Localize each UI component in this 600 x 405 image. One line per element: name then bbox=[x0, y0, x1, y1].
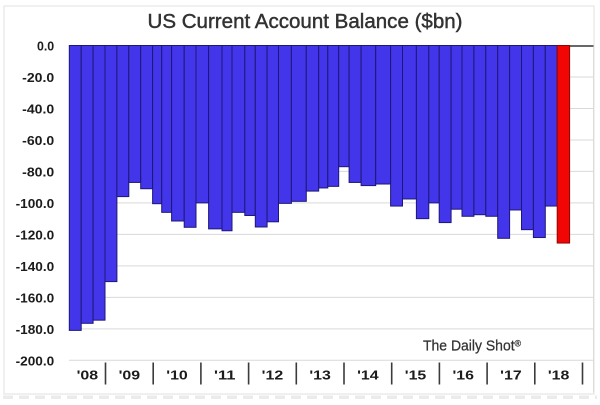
svg-text:-60.0: -60.0 bbox=[22, 134, 54, 148]
svg-text:0.0: 0.0 bbox=[37, 40, 54, 54]
svg-text:'08: '08 bbox=[77, 368, 99, 383]
svg-text:-80.0: -80.0 bbox=[22, 165, 54, 179]
svg-text:'11: '11 bbox=[214, 368, 236, 383]
svg-text:'10: '10 bbox=[166, 368, 188, 383]
svg-text:'17: '17 bbox=[500, 368, 522, 383]
svg-text:-160.0: -160.0 bbox=[16, 291, 55, 305]
svg-text:'18: '18 bbox=[548, 368, 570, 383]
svg-text:'13: '13 bbox=[309, 368, 331, 383]
svg-text:'15: '15 bbox=[405, 368, 427, 383]
svg-text:'09: '09 bbox=[119, 368, 141, 383]
svg-text:-140.0: -140.0 bbox=[16, 260, 55, 274]
svg-text:-100.0: -100.0 bbox=[16, 197, 55, 211]
svg-text:'16: '16 bbox=[453, 368, 475, 383]
svg-text:-180.0: -180.0 bbox=[16, 323, 55, 337]
svg-text:-120.0: -120.0 bbox=[16, 228, 55, 242]
svg-text:-200.0: -200.0 bbox=[16, 354, 55, 368]
svg-text:'14: '14 bbox=[357, 368, 379, 383]
svg-text:US Current Account Balance ($b: US Current Account Balance ($bn) bbox=[148, 10, 463, 33]
svg-text:-40.0: -40.0 bbox=[22, 102, 54, 116]
svg-text:-20.0: -20.0 bbox=[22, 71, 54, 85]
svg-text:The Daily Shot®: The Daily Shot® bbox=[423, 339, 521, 355]
svg-text:'12: '12 bbox=[262, 368, 284, 383]
